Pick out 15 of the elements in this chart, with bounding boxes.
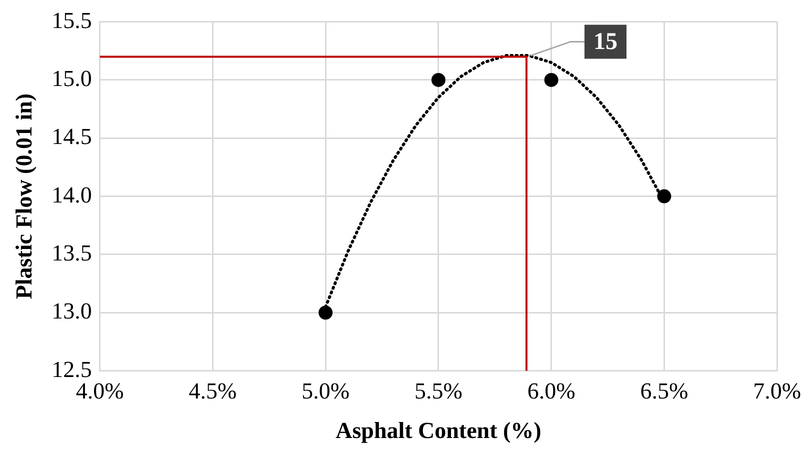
x-tick-label: 5.5% (414, 378, 462, 404)
y-tick-label: 14.5 (52, 124, 92, 150)
x-axis-title: Asphalt Content (%) (336, 418, 542, 444)
x-tick-label: 6.5% (640, 378, 688, 404)
y-tick-label: 13.5 (52, 240, 92, 266)
x-tick-label: 7.0% (753, 378, 802, 404)
y-tick-label: 15.5 (52, 8, 92, 33)
y-tick-label: 13.0 (52, 298, 92, 324)
x-tick-label: 6.0% (527, 378, 576, 404)
y-tick-label: 15.0 (52, 66, 92, 92)
annotation: 15 (593, 28, 618, 55)
y-tick-label: 14.0 (52, 182, 92, 208)
x-tick-label: 4.5% (188, 378, 237, 404)
y-axis-title: Plastic Flow (0.01 in) (12, 93, 37, 300)
x-tick-label: 5.0% (302, 378, 350, 404)
